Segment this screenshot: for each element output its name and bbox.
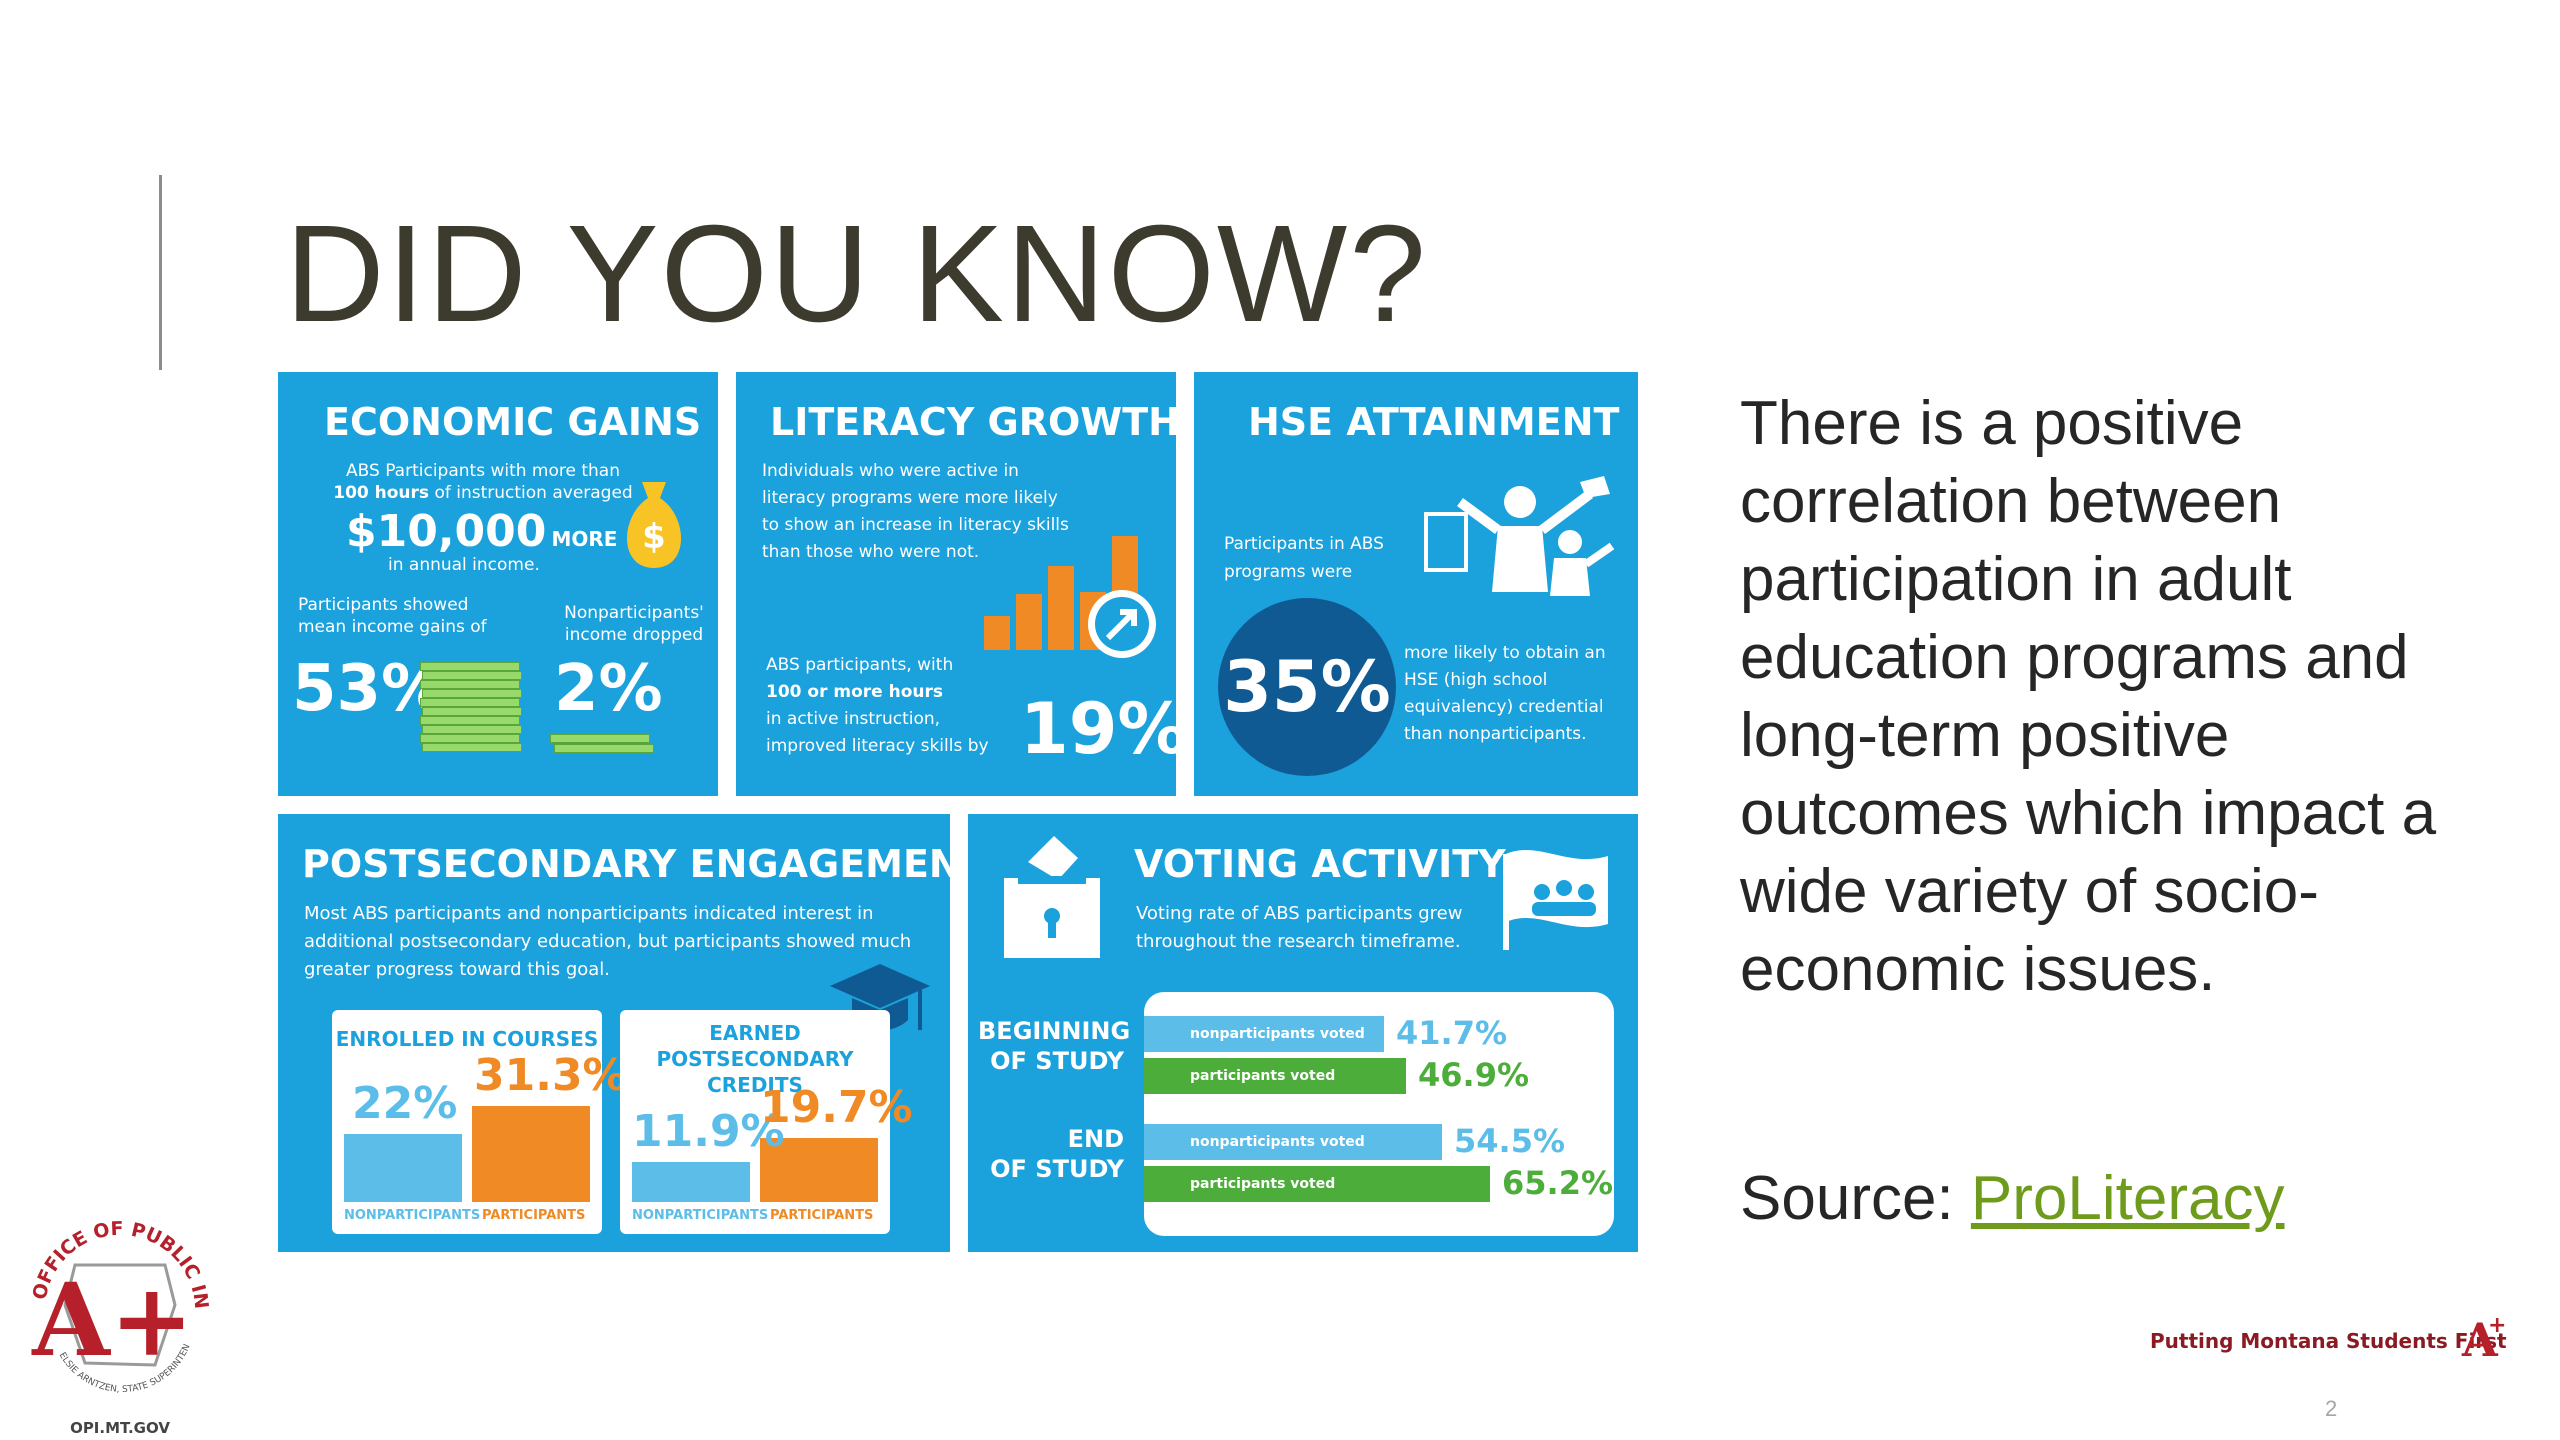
income-amount: $10,000 MORE	[346, 506, 618, 557]
earned-label: EARNED POSTSECONDARY CREDITS	[656, 1021, 854, 1097]
source-line: Source: ProLiteracy	[1740, 1163, 2284, 1234]
footer-motto-logo: Putting Montana Students First A +	[2150, 1313, 2507, 1367]
enrolled-participants-bar	[472, 1106, 590, 1202]
participants-income-value: 53%	[292, 652, 446, 726]
graduates-icon	[1424, 476, 1615, 596]
earned-participants-label: PARTICIPANTS	[770, 1208, 874, 1223]
beginning-nonparticipants-value: 41.7%	[1396, 1014, 1508, 1052]
panel-literacy-growth: LITERACY GROWTH Individuals who were act…	[736, 372, 1176, 796]
enrolled-courses-card: ENROLLED IN COURSES 22% 31.3% NONPARTICI…	[332, 1010, 627, 1234]
literacy-value: 19%	[1020, 688, 1176, 770]
svg-text:+: +	[2488, 1313, 2506, 1338]
page-number: 2	[2325, 1396, 2338, 1421]
enrolled-nonparticipants-value: 22%	[352, 1078, 458, 1129]
enrolled-nonparticipants-label: NONPARTICIPANTS	[344, 1208, 481, 1223]
literacy-intro: Individuals who were active in literacy …	[762, 461, 1069, 562]
earned-credits-card: EARNED POSTSECONDARY CREDITS 11.9% 19.7%…	[620, 1010, 913, 1234]
literacy-detail: ABS participants, with 100 or more hours…	[766, 655, 989, 756]
participants-income-text: Participants showed mean income gains of	[298, 595, 487, 637]
panel-heading: LITERACY GROWTH	[770, 400, 1176, 444]
beginning-participants-value: 46.9%	[1418, 1056, 1530, 1094]
end-participants-value: 65.2%	[1502, 1164, 1614, 1202]
source-link[interactable]: ProLiteracy	[1970, 1164, 2285, 1233]
postsecondary-intro: Most ABS participants and nonparticipant…	[304, 903, 912, 980]
money-bag-icon: $	[626, 482, 682, 568]
beginning-of-study-label: BEGINNING OF STUDY	[978, 1017, 1131, 1075]
infographic: ECONOMIC GAINS ABS Participants with mor…	[278, 372, 1638, 1252]
panel-hse-attainment: HSE ATTAINMENT Participants in ABS progr…	[1194, 372, 1638, 796]
voting-intro: Voting rate of ABS participants grew thr…	[1136, 903, 1463, 952]
voting-chart-card: nonparticipants voted 41.7% participants…	[1144, 992, 1614, 1236]
enrolled-nonparticipants-bar	[344, 1134, 462, 1202]
end-nonparticipants-bar: nonparticipants voted	[1144, 1124, 1442, 1160]
nonparticipants-income-value: 2%	[554, 652, 663, 726]
nonparticipants-income-text: Nonparticipants' income dropped	[564, 603, 704, 645]
end-of-study-label: END OF STUDY	[990, 1125, 1124, 1183]
svg-text:A+: A+	[31, 1261, 193, 1379]
svg-text:OPI.MT.GOV: OPI.MT.GOV	[70, 1419, 170, 1437]
svg-text:Putting Montana Students First: Putting Montana Students First	[2150, 1329, 2507, 1353]
earned-participants-bar	[760, 1138, 878, 1202]
beginning-participants-bar: participants voted	[1144, 1058, 1406, 1094]
earned-nonparticipants-value: 11.9%	[632, 1106, 785, 1157]
panel-heading: ECONOMIC GAINS	[324, 400, 702, 444]
beginning-nonparticipants-bar: nonparticipants voted	[1144, 1016, 1384, 1052]
title-accent-rule	[159, 175, 162, 370]
economic-intro: ABS Participants with more than 100 hour…	[333, 461, 633, 503]
source-label: Source:	[1740, 1164, 1971, 1233]
end-nonparticipants-value: 54.5%	[1454, 1122, 1566, 1160]
enrolled-participants-value: 31.3%	[474, 1050, 627, 1101]
opi-logo: OFFICE OF PUBLIC INSTRUCTION ELSIE ARNTZ…	[15, 1195, 212, 1437]
earned-nonparticipants-label: NONPARTICIPANTS	[632, 1208, 769, 1223]
panel-heading: HSE ATTAINMENT	[1248, 400, 1620, 444]
income-after: in annual income.	[388, 555, 540, 575]
enrolled-label: ENROLLED IN COURSES	[335, 1027, 599, 1051]
slide-body-text: There is a positive correlation between …	[1740, 389, 2437, 1004]
hse-detail: more likely to obtain an HSE (high schoo…	[1404, 643, 1606, 744]
panel-voting-activity: VOTING ACTIVITY Voting rate of ABS parti…	[968, 814, 1638, 1252]
ballot-box-icon	[1004, 836, 1100, 958]
money-stack-short-icon	[550, 734, 660, 764]
panel-postsecondary-engagement: POSTSECONDARY ENGAGEMENT Most ABS partic…	[278, 814, 950, 1252]
hse-value-circle: 35%	[1218, 598, 1396, 776]
enrolled-participants-label: PARTICIPANTS	[482, 1208, 586, 1223]
end-participants-bar: participants voted	[1144, 1166, 1490, 1202]
panel-economic-gains: ECONOMIC GAINS ABS Participants with mor…	[278, 372, 718, 796]
earned-participants-value: 19.7%	[760, 1082, 913, 1133]
growth-bars-icon	[984, 536, 1156, 658]
money-stack-tall-icon	[420, 662, 530, 762]
hse-intro: Participants in ABS programs were	[1224, 534, 1384, 582]
svg-text:$: $	[642, 517, 666, 557]
slide-title: DID YOU KNOW?	[285, 197, 1428, 351]
panel-heading: VOTING ACTIVITY	[1134, 842, 1506, 886]
voters-flag-icon	[1503, 849, 1608, 950]
panel-heading: POSTSECONDARY ENGAGEMENT	[302, 842, 950, 886]
earned-nonparticipants-bar	[632, 1162, 750, 1202]
svg-text:A: A	[2461, 1313, 2499, 1367]
